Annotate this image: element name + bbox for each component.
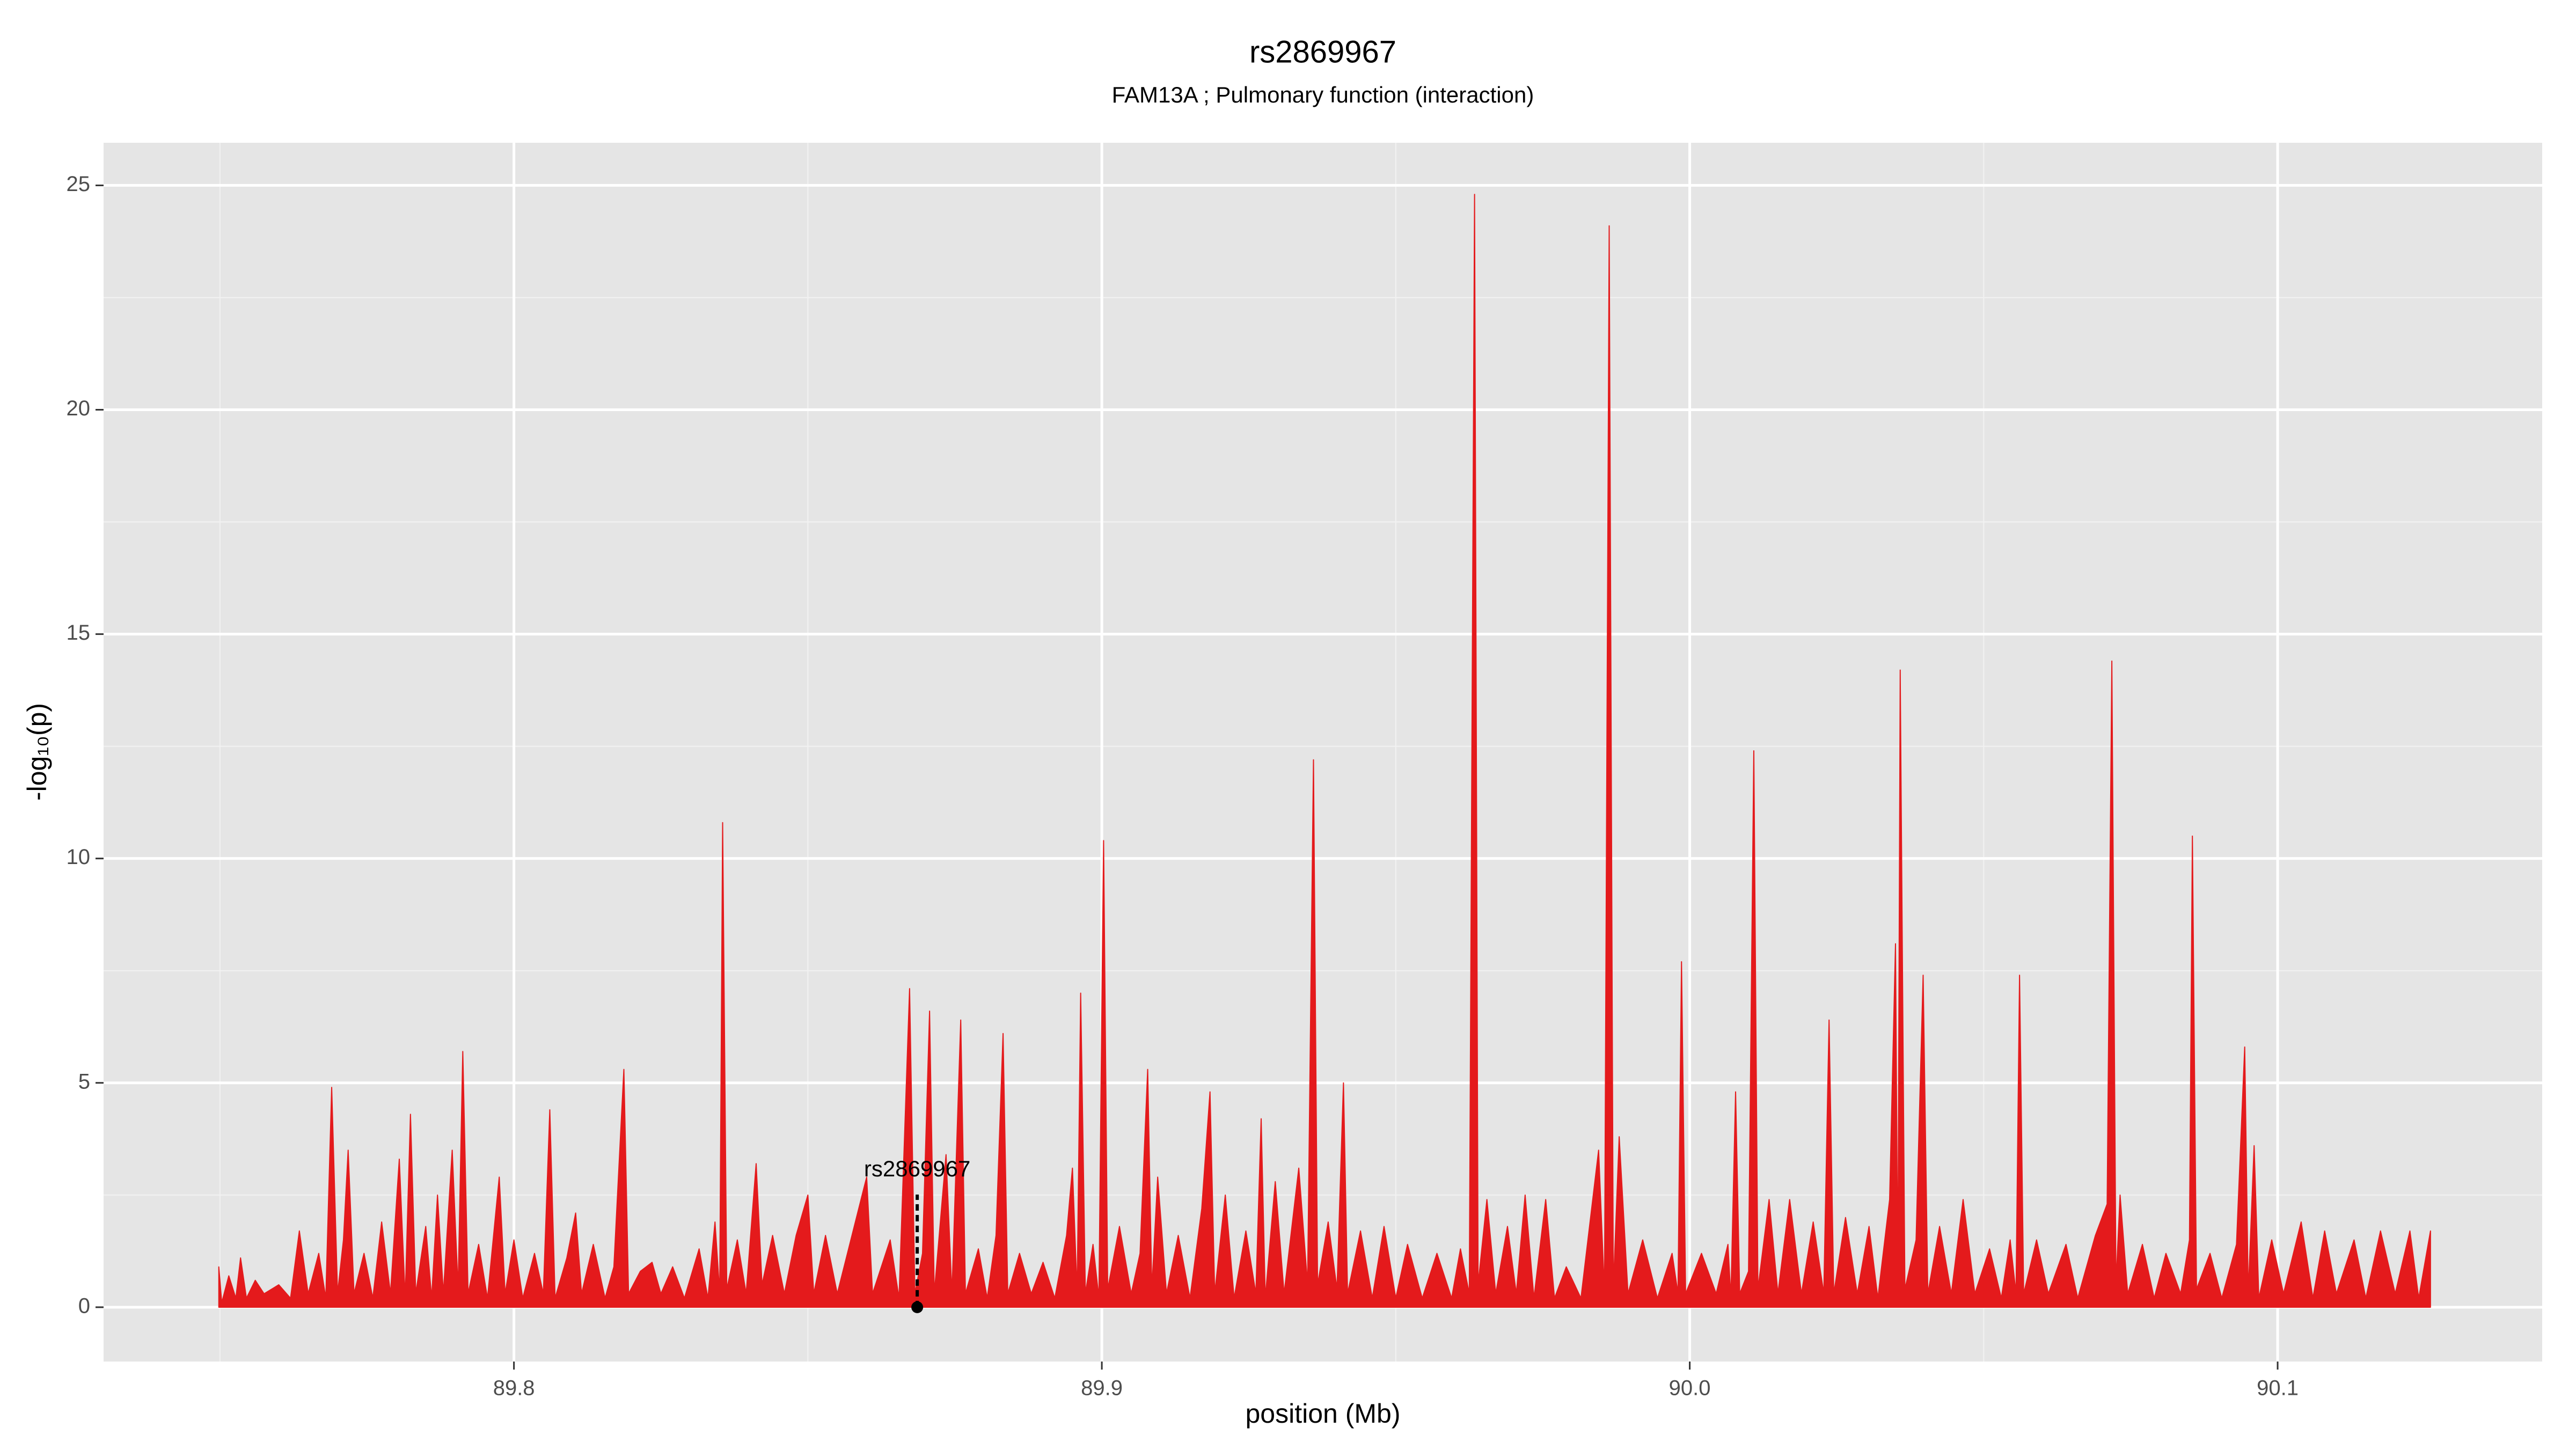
plot-panel [104,143,2542,1362]
y-tick-label: 0 [78,1294,90,1318]
chart-subtitle: FAM13A ; Pulmonary function (interaction… [1112,82,1534,107]
area [218,194,2431,1308]
marks: rs2869967 [218,194,2431,1313]
chart-title: rs2869967 [1249,34,1396,69]
y-tick-label: 25 [67,172,91,196]
annotation-label: rs2869967 [864,1156,971,1181]
x-tick-label: 90.0 [1669,1377,1711,1400]
y-axis-label: -log₁₀(p) [22,703,52,801]
y-tick-label: 10 [67,845,91,869]
y-tick-label: 15 [67,621,91,645]
annotation-point [911,1301,924,1313]
x-tick-label: 89.9 [1081,1377,1123,1400]
y-tick-label: 5 [78,1070,90,1093]
labels: 89.8 89.9 90.0 90.1 0 5 10 15 20 25 [67,172,2299,1400]
y-tick-label: 20 [67,397,91,420]
x-tick-label: 90.1 [2257,1377,2299,1400]
x-axis-label: position (Mb) [1246,1399,1401,1429]
x-tick-label: 89.8 [493,1377,535,1400]
